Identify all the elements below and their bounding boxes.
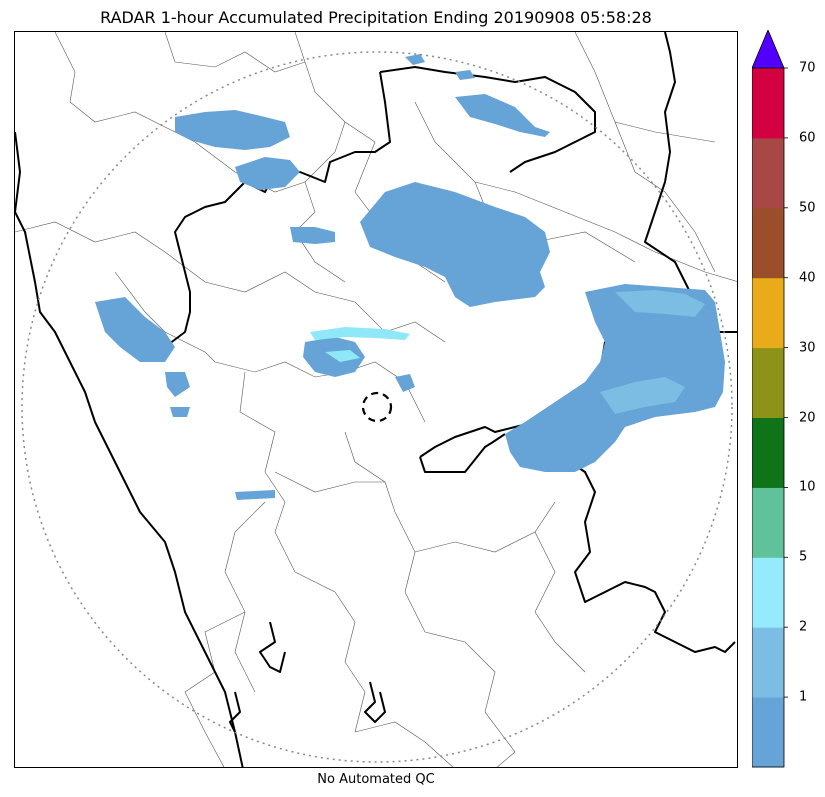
radar-site-marker (361, 391, 393, 423)
colorbar-segment (752, 557, 784, 628)
rain-cell-north-strip (455, 94, 550, 137)
colorbar-segment (752, 207, 784, 279)
colorbar-segment (752, 347, 784, 418)
colorbar-segment (752, 137, 784, 209)
rain-cell-west-coast (95, 297, 175, 362)
colorbar-segment (752, 417, 784, 488)
radar-map-panel[interactable] (14, 31, 738, 768)
precip-echoes (95, 54, 725, 500)
rain-core-east (600, 377, 685, 414)
district-boundaries (15, 32, 737, 767)
colorbar-segment (752, 68, 784, 139)
colorbar-svg (752, 30, 788, 768)
rain-cell-south-west (235, 490, 275, 500)
rain-cell-ne-small (405, 54, 425, 65)
colorbar-tick-label: 40 (799, 270, 816, 286)
colorbar-tick-label: 30 (799, 340, 816, 356)
colorbar-extend-arrow (752, 30, 785, 69)
colorbar-segment (752, 277, 784, 349)
radar-map-svg (15, 32, 737, 767)
rain-cyan-streaks (310, 327, 410, 340)
rain-cell-northwest (175, 110, 290, 150)
rain-cell-north-central (235, 157, 300, 190)
colorbar-segment (752, 697, 784, 768)
rain-cell-center-east (395, 374, 415, 392)
colorbar-tick-label: 2 (799, 619, 808, 635)
colorbar-tick-label: 1 (799, 689, 808, 705)
rain-cell-west-central (290, 227, 335, 244)
colorbar-tick-label: 20 (799, 410, 816, 425)
rain-core-east2 (615, 290, 705, 317)
map-title: RADAR 1-hour Accumulated Precipitation E… (100, 8, 652, 27)
rain-cyan-streaks2 (325, 350, 360, 362)
rain-cell-ne-small2 (455, 70, 475, 80)
colorbar-segments (752, 68, 784, 768)
colorbar-tick-label: 60 (799, 130, 816, 146)
colorbar-tick-label: 70 (799, 60, 816, 76)
precip-colorbar: 1 2 5 10 20 30 40 50 60 70 (752, 30, 825, 770)
colorbar-segment (752, 627, 784, 698)
radar-range-ring (21, 51, 733, 763)
colorbar-tick-label: 10 (799, 479, 816, 495)
rain-cell-west-small (165, 372, 190, 397)
colorbar-tick-label: 50 (799, 200, 816, 216)
colorbar-ticks (784, 67, 788, 698)
colorbar-segment (752, 487, 784, 558)
rain-cell-east (505, 284, 725, 472)
qc-status-label: No Automated QC (317, 772, 435, 787)
rain-cell-west-small2 (170, 407, 190, 417)
colorbar-tick-label: 5 (799, 549, 808, 565)
rain-cell-central-large (360, 182, 550, 307)
